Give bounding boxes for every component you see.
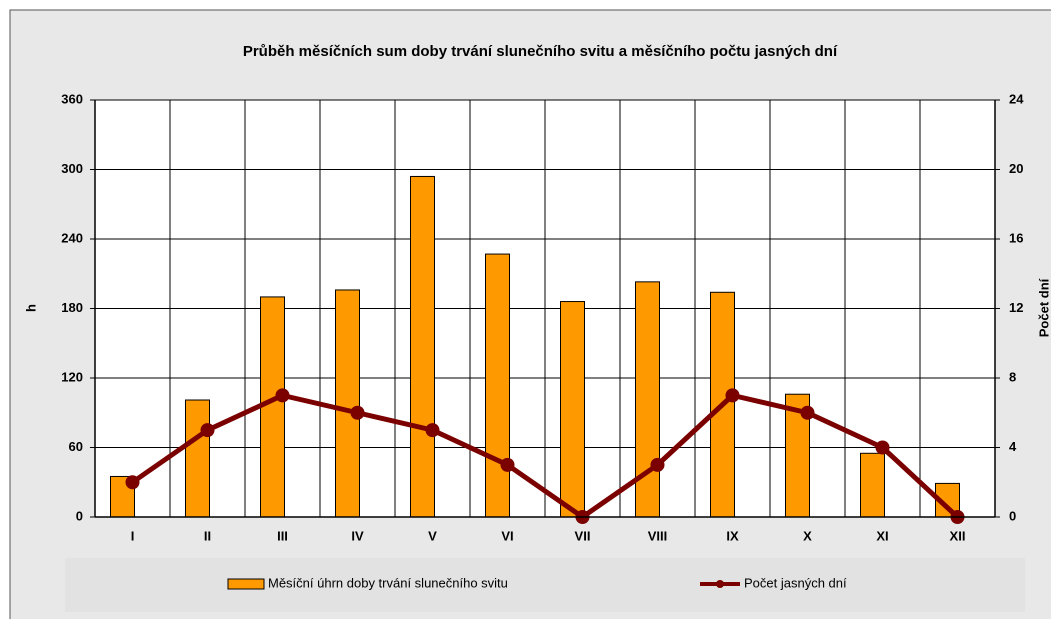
y2-tick-label: 0 (1009, 508, 1016, 523)
x-tick-label: II (204, 528, 211, 543)
y-tick-label: 300 (61, 161, 83, 176)
x-tick-label: VI (501, 528, 513, 543)
y2-tick-label: 8 (1009, 369, 1016, 384)
line-marker (500, 457, 515, 472)
legend-swatch (227, 578, 265, 590)
y2-tick-label: 24 (1009, 91, 1024, 106)
line-marker (725, 388, 740, 403)
line-marker (200, 423, 215, 438)
line-marker (800, 405, 815, 420)
y-tick-label: 120 (61, 369, 83, 384)
y2-tick-label: 16 (1009, 230, 1023, 245)
bar (635, 281, 660, 518)
x-tick-label: IX (726, 528, 739, 543)
y-tick-label: 360 (61, 91, 83, 106)
line-marker (650, 457, 665, 472)
line-marker (425, 423, 440, 438)
x-tick-label: IV (351, 528, 364, 543)
x-tick-label: X (803, 528, 812, 543)
x-tick-label: VIII (648, 528, 668, 543)
bar (260, 296, 285, 518)
x-tick-label: XI (876, 528, 888, 543)
line-marker (275, 388, 290, 403)
y2-tick-label: 20 (1009, 161, 1023, 176)
bar (185, 399, 210, 518)
x-tick-label: III (277, 528, 288, 543)
y-tick-label: 60 (69, 439, 83, 454)
bar (335, 289, 360, 518)
line-marker (875, 440, 890, 455)
y-axis-label: h (23, 304, 38, 312)
y2-tick-label: 4 (1009, 439, 1017, 454)
x-tick-label: VII (575, 528, 591, 543)
line (131, 392, 960, 520)
legend-box (65, 558, 1025, 612)
bar (860, 452, 885, 518)
legend-label: Počet jasných dní (744, 575, 847, 590)
bar (410, 175, 435, 518)
bar (560, 301, 585, 518)
x-tick-label: V (428, 528, 437, 543)
x-tick-label: I (131, 528, 135, 543)
bar (485, 253, 510, 518)
legend-swatch-marker (716, 580, 724, 588)
line-marker (350, 405, 365, 420)
x-tick-label: XII (950, 528, 966, 543)
y2-axis-label: Počet dní (1036, 278, 1051, 337)
legend-label: Měsíční úhrn doby trvání slunečního svit… (268, 575, 508, 590)
y2-tick-label: 12 (1009, 300, 1023, 315)
chart-title: Průběh měsíčních sum doby trvání slunečn… (243, 43, 838, 60)
y-tick-label: 180 (61, 300, 83, 315)
y-tick-label: 0 (76, 508, 83, 523)
y-tick-label: 240 (61, 230, 83, 245)
line-marker (125, 475, 140, 490)
